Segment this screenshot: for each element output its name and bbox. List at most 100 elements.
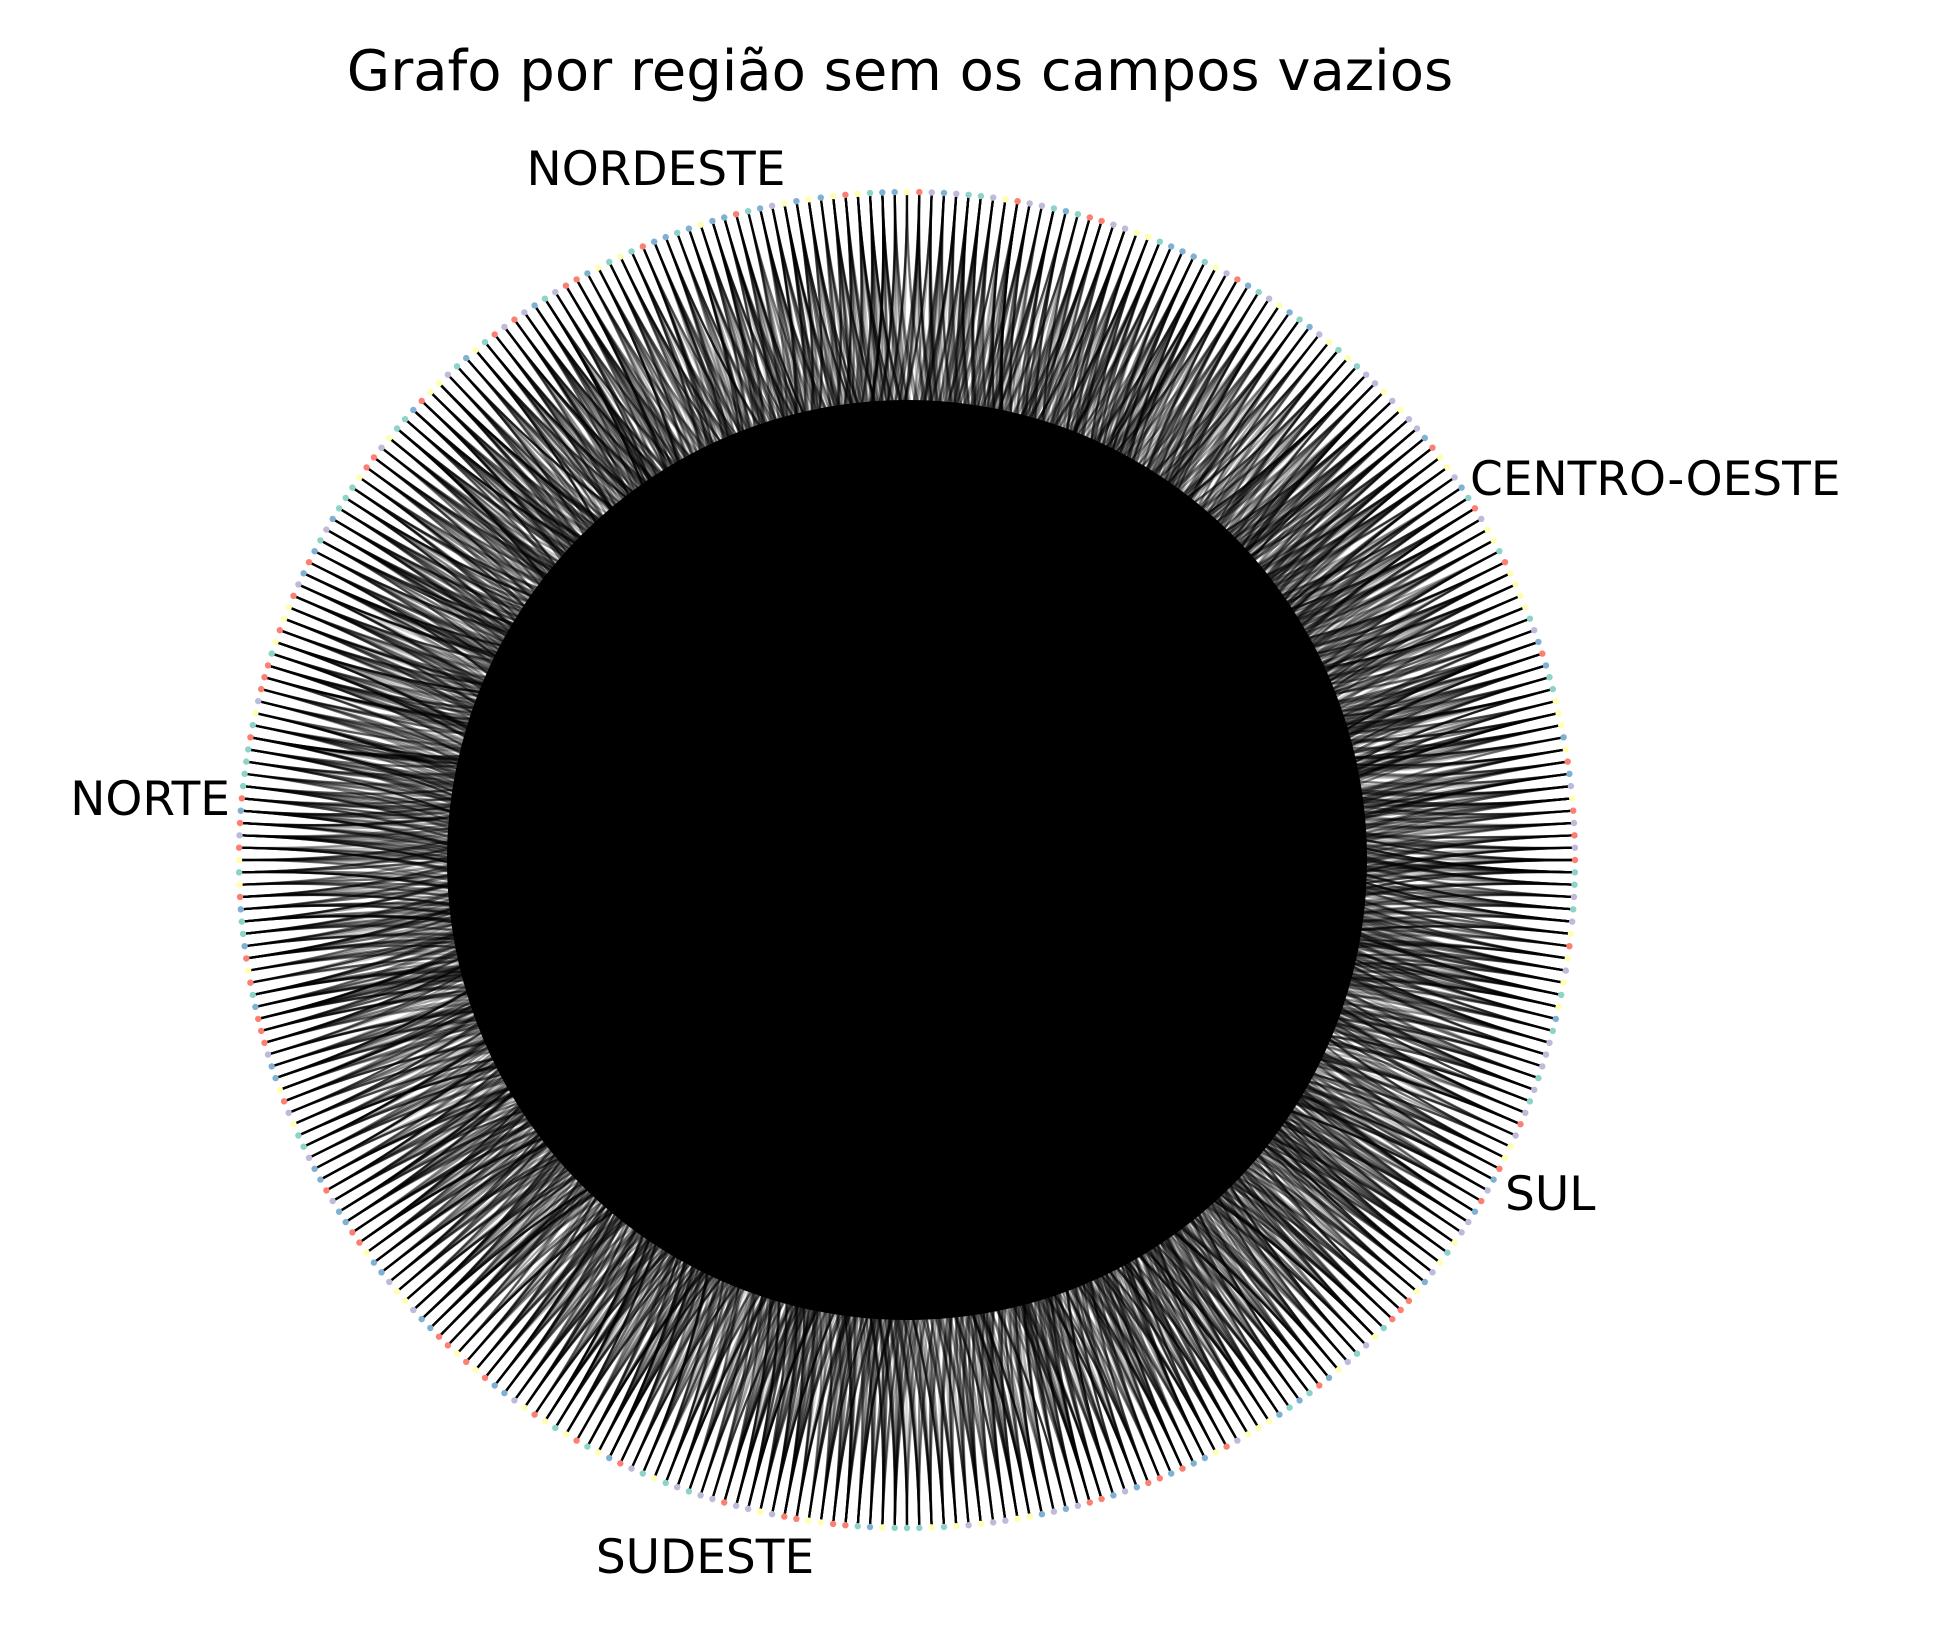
edge [586,1024,1535,1448]
edge [1089,256,1418,610]
edge [271,962,1543,1068]
edge [244,194,852,785]
edge [1036,476,1456,1507]
edge [1192,456,1526,706]
edge [239,871,909,1529]
edge [257,700,1574,824]
edge [554,291,1330,591]
edge [283,821,1575,1103]
edge [997,201,1426,1283]
edge [275,640,1550,1044]
edge [503,326,1559,746]
edge [332,517,1301,1402]
edge [493,1149,1055,1512]
edge [575,278,769,1484]
edge [388,437,1340,1371]
edge [345,1085,719,1464]
edge [1234,712,1570,948]
edge [303,550,610,1148]
edge [244,926,1495,1181]
edge [653,232,1138,550]
edge [351,391,1385,1234]
edge [523,205,1043,1409]
node [1353,363,1361,370]
edge [1189,1007,1535,1283]
edge [244,772,1575,886]
edge [447,192,874,1347]
node [238,795,245,802]
edge [380,208,1055,609]
node [239,930,247,938]
edge [554,213,794,559]
edge [244,550,596,794]
edge [493,821,1575,1387]
edge [338,507,1543,731]
edge [986,1146,1340,1521]
edge [420,261,1206,1320]
edge [404,224,762,1302]
edge [246,944,773,1507]
edge [523,246,1173,572]
edge [380,210,787,1274]
edge [429,1045,1500,1329]
edge [1237,748,1575,899]
edge [438,382,1554,736]
edge [380,1101,1228,1448]
edge [1106,846,1575,1464]
edge [1200,870,1575,1274]
node [606,1454,613,1462]
edge [1086,256,1394,601]
edge [325,528,1239,1442]
edge [1174,373,1554,735]
edge [438,382,1511,682]
edge [1027,298,1271,1503]
edge [832,195,898,1528]
edge [832,195,1566,972]
edge [533,304,1517,678]
edge [267,466,616,731]
edge [275,594,1521,1080]
edge [856,1059,1511,1527]
edge [1199,959,1562,1264]
edge [844,446,1434,1526]
edge [297,517,613,1137]
edge [456,998,1547,1355]
edge [1097,1072,1489,1464]
edge [1196,973,1557,1274]
edge [264,676,1570,803]
edge [868,192,1557,1020]
edge [388,676,1550,1283]
edge [275,996,1463,1234]
edge [267,318,665,718]
edge [1113,1081,1469,1442]
edge [239,881,1489,1192]
edge [275,382,640,1080]
edge [246,427,621,960]
node [1371,1333,1379,1340]
edge [373,349,670,637]
edge [244,629,586,799]
edge [267,208,1055,712]
edge [503,326,1574,816]
edge [723,217,1184,549]
edge [246,760,1500,1170]
edge [252,466,1449,996]
edge [771,1047,1521,1515]
edge [973,197,1228,550]
edge [345,192,897,627]
edge [303,572,632,1293]
node [1413,1288,1421,1295]
edge [288,1018,629,1293]
edge [564,1167,886,1528]
edge [1001,236,1150,1510]
edge [308,652,1543,1159]
edge [759,208,1007,1521]
edge [564,318,1301,1435]
edge [365,466,1449,1254]
edge [239,834,617,1283]
edge [533,1009,1543,1416]
edge [248,748,703,1459]
edge [252,965,645,1363]
edge [513,318,1469,1224]
edge [1167,688,1554,1363]
